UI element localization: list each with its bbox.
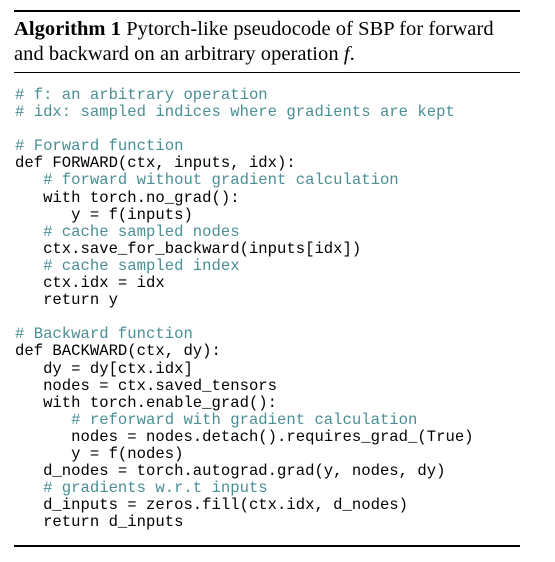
code-line: def FORWARD(ctx, inputs, idx): xyxy=(15,154,296,173)
code-line: with torch.enable_grad(): xyxy=(15,393,278,412)
code-line: d_nodes = torch.autograd.grad(y, nodes, … xyxy=(15,462,446,481)
code-line: y = f(nodes) xyxy=(15,444,184,463)
pseudocode-block: # f: an arbitrary operation # idx: sample… xyxy=(15,86,474,532)
code-line: d_inputs = zeros.fill(ctx.idx, d_nodes) xyxy=(15,496,409,515)
caption-variable: f xyxy=(343,43,350,65)
code-line: def BACKWARD(ctx, dy): xyxy=(15,342,221,361)
code-comment-line: # gradients w.r.t inputs xyxy=(15,479,268,498)
code-line: ctx.idx = idx xyxy=(15,274,165,293)
code-line: with torch.no_grad(): xyxy=(15,188,240,207)
code-comment-line: # cache sampled index xyxy=(15,256,240,275)
caption-period: . xyxy=(349,43,355,65)
code-line: ctx.save_for_backward(inputs[idx]) xyxy=(15,239,362,258)
top-rule xyxy=(14,10,520,12)
code-comment-line: # f: an arbitrary operation xyxy=(15,86,268,104)
code-line: return y xyxy=(15,291,118,310)
code-comment-line: # idx: sampled indices where gradients a… xyxy=(15,103,455,122)
bottom-rule xyxy=(14,545,520,547)
caption-rule xyxy=(14,72,520,73)
code-blank-line xyxy=(15,121,474,138)
caption-text: Pytorch-like pseudocode of SBP for forwa… xyxy=(14,18,494,65)
algorithm-caption: Algorithm 1 Pytorch-like pseudocode of S… xyxy=(14,12,520,72)
algorithm-box: Algorithm 1 Pytorch-like pseudocode of S… xyxy=(14,10,520,73)
code-line: return d_inputs xyxy=(15,513,184,532)
code-comment-line: # Backward function xyxy=(15,325,193,344)
code-line: nodes = nodes.detach().requires_grad_(Tr… xyxy=(15,427,474,446)
code-blank-line xyxy=(15,309,474,326)
code-comment-line: # forward without gradient calculation xyxy=(15,171,399,190)
code-line: y = f(inputs) xyxy=(15,205,193,224)
algorithm-label: Algorithm 1 xyxy=(14,18,122,40)
code-comment-line: # reforward with gradient calculation xyxy=(15,410,418,429)
code-comment-line: # cache sampled nodes xyxy=(15,222,240,241)
code-line: dy = dy[ctx.idx] xyxy=(15,359,193,378)
code-comment-line: # Forward function xyxy=(15,137,184,156)
code-line: nodes = ctx.saved_tensors xyxy=(15,376,278,395)
